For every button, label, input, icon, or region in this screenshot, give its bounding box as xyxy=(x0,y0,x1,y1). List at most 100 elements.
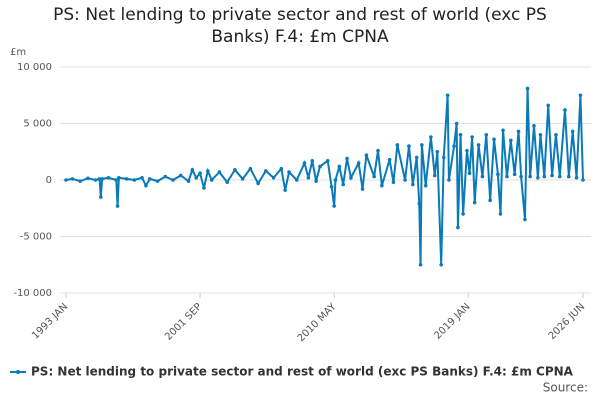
point xyxy=(581,178,585,182)
point xyxy=(364,153,369,157)
point xyxy=(525,86,530,91)
point xyxy=(86,176,90,181)
point xyxy=(447,178,451,182)
point xyxy=(454,121,459,126)
point xyxy=(287,170,291,174)
point xyxy=(465,148,469,153)
point xyxy=(407,144,411,148)
x-tick-label: 2010 MAY xyxy=(296,301,339,344)
point xyxy=(498,212,503,216)
x-tick-label: 1993 JAN xyxy=(30,301,70,341)
point xyxy=(411,182,415,187)
x-tick-label: 2001 SEP xyxy=(163,301,204,342)
point xyxy=(186,179,191,183)
point xyxy=(302,161,307,165)
point xyxy=(472,200,477,205)
point xyxy=(333,178,338,182)
point xyxy=(476,143,481,147)
point xyxy=(441,155,446,160)
point xyxy=(202,186,206,190)
point xyxy=(387,157,392,162)
point xyxy=(198,171,202,176)
point xyxy=(536,175,540,180)
y-tick-label: 0 xyxy=(46,175,52,186)
point xyxy=(376,148,380,153)
point xyxy=(190,168,195,172)
point xyxy=(225,180,229,185)
point xyxy=(171,178,175,182)
point xyxy=(178,173,183,178)
point xyxy=(106,175,111,180)
x-tick-label: 2026 JUN xyxy=(547,301,588,342)
point xyxy=(318,164,322,169)
point xyxy=(456,225,460,230)
point xyxy=(310,158,315,163)
point xyxy=(132,178,137,182)
point xyxy=(329,184,334,189)
point xyxy=(114,178,119,182)
point xyxy=(452,144,456,148)
point xyxy=(439,262,443,267)
point xyxy=(209,178,214,182)
y-tick-label: 10 000 xyxy=(17,62,52,73)
point xyxy=(403,178,407,182)
point xyxy=(78,179,82,183)
point xyxy=(294,178,299,182)
point xyxy=(574,175,579,180)
point xyxy=(380,183,384,188)
point xyxy=(206,169,210,173)
point xyxy=(542,174,547,179)
point xyxy=(488,198,492,203)
point xyxy=(271,175,276,180)
point xyxy=(570,129,575,134)
point xyxy=(550,173,554,178)
point xyxy=(461,212,465,216)
point xyxy=(148,177,152,181)
x-tick-label: 2019 JAN xyxy=(432,301,472,341)
point xyxy=(337,164,342,169)
point xyxy=(248,166,253,171)
point xyxy=(217,170,222,174)
point xyxy=(163,174,168,179)
source: Source: xyxy=(543,381,588,395)
point xyxy=(240,177,245,181)
point xyxy=(356,161,361,165)
point xyxy=(519,174,523,179)
point xyxy=(557,174,562,179)
point xyxy=(432,173,437,178)
point xyxy=(567,174,571,179)
y-axis-label: £m xyxy=(10,47,26,58)
point xyxy=(70,177,75,181)
point xyxy=(325,158,330,163)
point xyxy=(360,187,365,191)
point xyxy=(480,174,485,179)
point xyxy=(546,103,550,108)
point xyxy=(505,174,509,179)
legend-marker xyxy=(16,370,20,374)
point xyxy=(124,177,129,181)
point xyxy=(523,217,527,222)
legend-text: PS: Net lending to private sector and re… xyxy=(31,365,574,379)
y-tick-label: 5 000 xyxy=(23,119,52,130)
point xyxy=(484,133,489,137)
point xyxy=(435,149,440,154)
point xyxy=(423,183,428,188)
point xyxy=(279,166,284,171)
point xyxy=(332,204,336,208)
point xyxy=(264,169,268,173)
point xyxy=(233,168,237,172)
point xyxy=(418,262,423,267)
point xyxy=(578,93,583,98)
point xyxy=(140,175,144,180)
point xyxy=(554,133,558,137)
point xyxy=(445,93,450,98)
point xyxy=(417,201,422,206)
point xyxy=(314,179,318,183)
chart-title: PS: Net lending to private sector and re… xyxy=(53,5,547,47)
point xyxy=(64,178,68,182)
point xyxy=(349,175,353,180)
point xyxy=(115,204,120,208)
point xyxy=(345,156,349,161)
point xyxy=(509,138,513,143)
